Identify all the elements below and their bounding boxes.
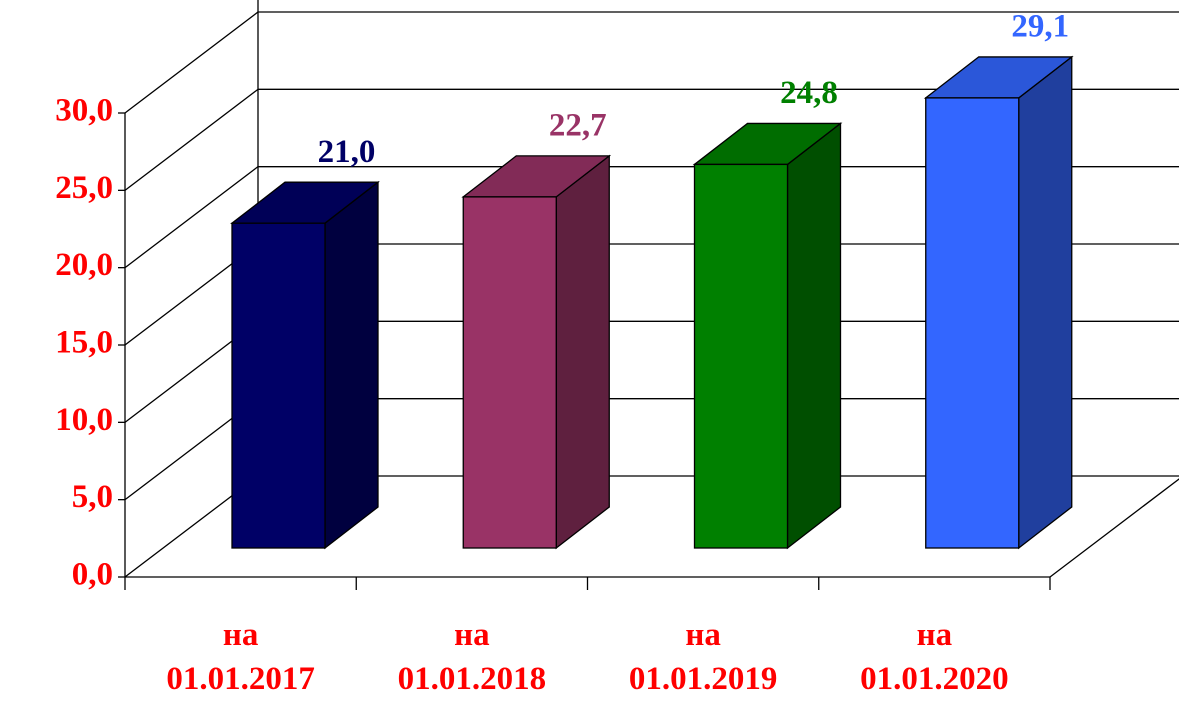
value-label: 29,1	[1011, 8, 1069, 44]
value-label: 24,8	[780, 75, 838, 111]
bar	[231, 222, 326, 549]
grid-line-side	[124, 11, 259, 114]
grid-line-side	[124, 88, 259, 191]
value-label: 22,7	[549, 107, 607, 143]
y-tick-label: 30,0	[55, 93, 113, 129]
floor-right-edge	[1049, 478, 1179, 578]
x-tick-label: на 01.01.2018	[397, 617, 547, 697]
bar-side	[555, 154, 610, 550]
bar-side	[324, 180, 379, 550]
x-tick-label: на 01.01.2017	[166, 617, 315, 697]
y-tick-label: 25,0	[55, 170, 113, 206]
grid-line-side	[124, 166, 259, 269]
bar	[925, 97, 1020, 549]
y-tick-label: 10,0	[55, 402, 113, 438]
value-label: 21,0	[318, 134, 376, 170]
y-tick-label: 0,0	[72, 557, 113, 593]
x-tick-label: на 01.01.2019	[628, 617, 778, 697]
bar	[693, 163, 789, 549]
bar	[462, 196, 557, 549]
bar-side	[1018, 55, 1073, 550]
y-tick-label: 5,0	[72, 479, 113, 515]
y-tick-label: 20,0	[55, 247, 113, 283]
y-tick-label: 15,0	[55, 325, 113, 361]
x-tick-label: на 01.01.2020	[860, 617, 1009, 697]
bar-side	[786, 122, 842, 550]
